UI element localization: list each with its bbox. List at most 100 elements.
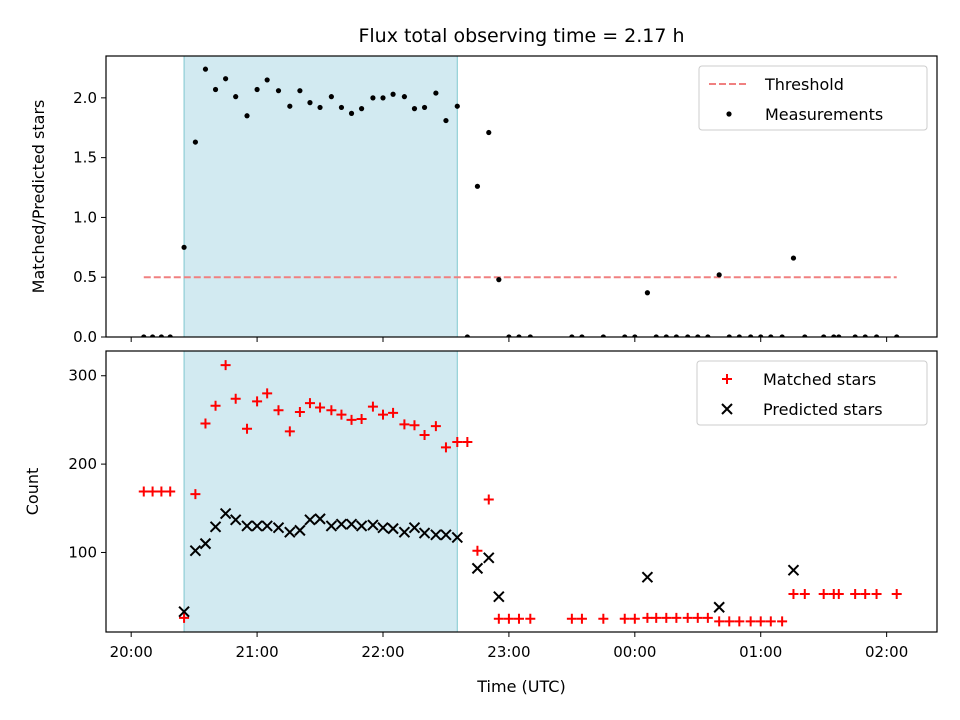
y-tick-label: 1.5 xyxy=(73,149,97,167)
measurement-point xyxy=(167,334,173,337)
measurement-point xyxy=(297,88,303,94)
legend-box xyxy=(698,65,928,131)
measurement-point xyxy=(673,334,679,337)
matched-point xyxy=(409,420,420,431)
measurement-point xyxy=(158,334,164,337)
y-tick-label: 100 xyxy=(68,543,97,561)
matched-point xyxy=(642,612,653,623)
matched-point xyxy=(440,442,451,453)
matched-point xyxy=(147,486,158,497)
measurement-point xyxy=(705,334,711,337)
observing-window-shade xyxy=(183,351,458,632)
bottom-panel: 100 200 300 20:00 21:00 22:00 23:00 00:00 01:00 0… xyxy=(23,350,938,696)
matched-point xyxy=(284,426,295,437)
matched-point xyxy=(513,613,524,624)
predicted-point xyxy=(367,519,379,531)
y-tick-label: 0.5 xyxy=(73,268,97,286)
matched-point xyxy=(777,616,788,627)
measurement-point xyxy=(726,334,732,337)
matched-point xyxy=(566,613,577,624)
measurement-point xyxy=(685,334,691,337)
predicted-point xyxy=(325,520,338,532)
predicted-point xyxy=(398,526,411,538)
measurement-point xyxy=(233,94,239,100)
predicted-point xyxy=(345,518,358,530)
matched-point xyxy=(262,388,273,399)
measurement-point xyxy=(894,334,900,337)
matched-point xyxy=(346,414,357,425)
x-tick-label: 00:00 xyxy=(613,643,656,661)
matched-point xyxy=(745,616,756,627)
measurement-point xyxy=(862,334,868,337)
matched-point xyxy=(629,613,640,624)
measurement-point xyxy=(454,103,460,109)
predicted-point xyxy=(483,552,495,564)
measurement-point xyxy=(569,334,575,337)
measurement-point xyxy=(821,334,827,337)
matched-point xyxy=(336,409,347,420)
matched-point xyxy=(294,406,305,417)
matched-point xyxy=(356,414,367,425)
chart-title: Flux total observing time = 2.17 h xyxy=(358,25,684,47)
predicted-point xyxy=(251,520,263,532)
legend-box xyxy=(696,360,928,426)
matched-point xyxy=(818,589,829,600)
matched-point xyxy=(850,589,861,600)
predicted-point xyxy=(377,522,389,534)
measurement-point xyxy=(873,334,880,337)
predicted-point xyxy=(430,529,442,541)
matched-point xyxy=(682,612,693,623)
matched-point xyxy=(765,616,776,627)
predicted-point xyxy=(451,531,463,544)
legend-label: Threshold xyxy=(764,75,844,94)
legend-measurement-marker xyxy=(726,111,732,117)
matched-point xyxy=(483,494,494,505)
measurement-point xyxy=(338,104,345,111)
measurement-point xyxy=(358,106,365,112)
measurement-point xyxy=(149,334,156,337)
x-tick-label: 01:00 xyxy=(739,643,782,661)
predicted-point xyxy=(713,601,725,613)
matched-point xyxy=(210,400,221,411)
legend-label: Measurements xyxy=(765,105,883,124)
measurement-point xyxy=(736,334,742,337)
predicted-point xyxy=(178,605,190,618)
measurement-point xyxy=(370,95,376,101)
predicted-point xyxy=(261,520,273,532)
x-axis-label: Time (UTC) xyxy=(476,677,565,696)
y-tick-label: 1.0 xyxy=(73,208,97,226)
predicted-point xyxy=(241,520,253,532)
measurement-point xyxy=(527,334,533,337)
measurement-point xyxy=(644,290,651,296)
matched-point xyxy=(860,589,871,600)
measurement-point xyxy=(779,334,785,337)
matched-point xyxy=(503,613,514,624)
measurement-point xyxy=(307,100,313,106)
x-tick-label: 21:00 xyxy=(235,643,278,661)
matched-point xyxy=(156,486,167,497)
axes-frame xyxy=(105,55,938,338)
measurement-point xyxy=(496,277,502,283)
measurement-point xyxy=(653,334,659,337)
matched-point xyxy=(702,612,713,623)
measurement-point xyxy=(264,77,270,83)
top-panel: 0.0 0.5 1.0 1.5 2.0 Matched/Predicted stars Fl… xyxy=(29,25,938,346)
measurement-point xyxy=(632,334,638,337)
measurement-point xyxy=(212,86,219,93)
measurement-point xyxy=(516,334,522,337)
predicted-point xyxy=(272,522,285,534)
axes-frame xyxy=(105,350,938,633)
legend: Threshold Measurements xyxy=(698,65,928,131)
predicted-point xyxy=(787,564,800,576)
matched-point xyxy=(714,616,725,627)
measurement-point xyxy=(790,255,797,261)
legend-label: Matched stars xyxy=(763,370,876,389)
series-predicted-stars xyxy=(178,507,800,618)
legend-predicted-marker xyxy=(721,403,733,415)
matched-point xyxy=(388,407,399,418)
predicted-point xyxy=(418,527,431,539)
x-tick-label: 02:00 xyxy=(865,643,908,661)
measurement-point xyxy=(506,334,512,337)
measurement-point xyxy=(421,104,428,111)
